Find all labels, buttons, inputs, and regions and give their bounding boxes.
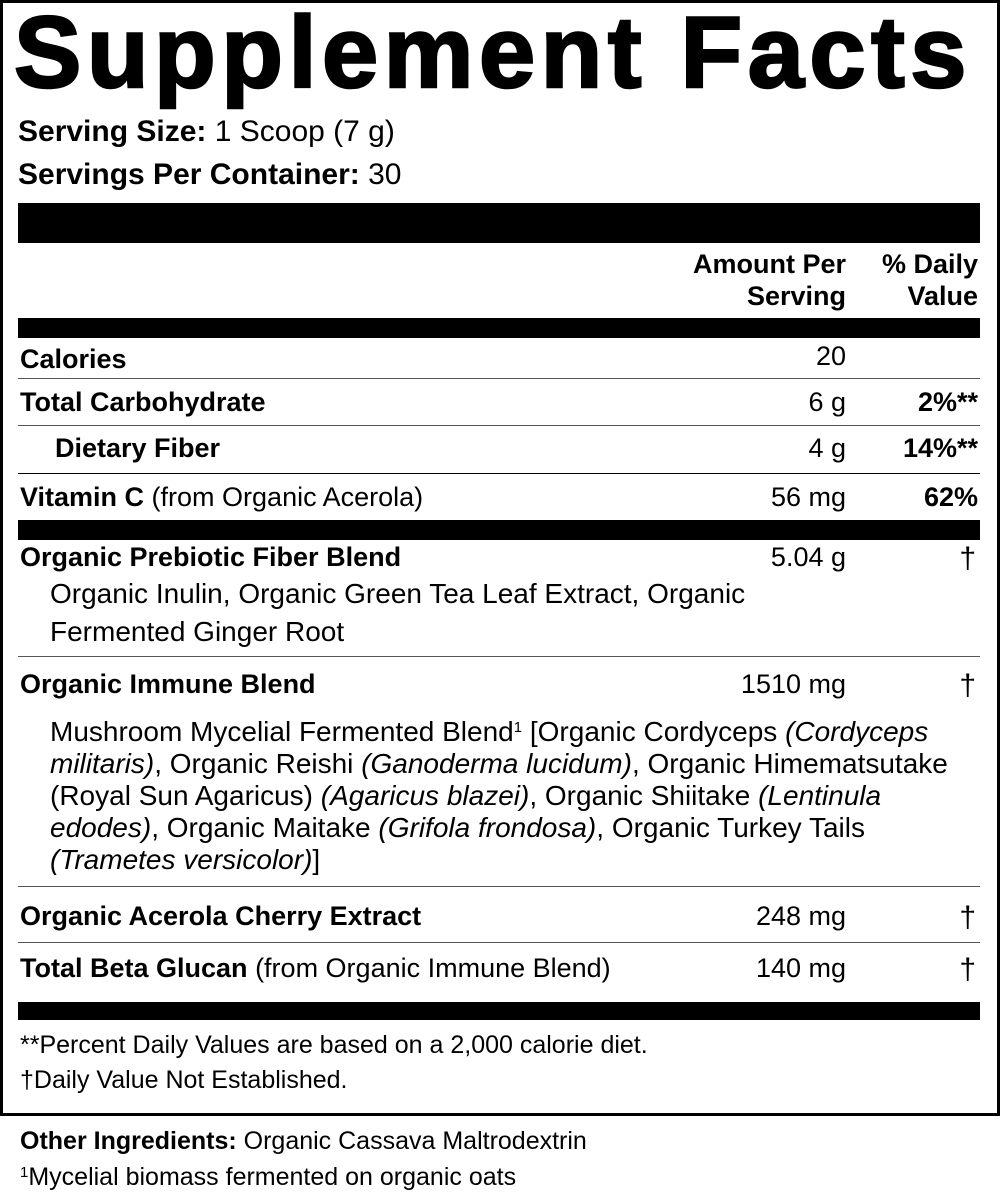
servings-label: Servings Per Container: bbox=[18, 158, 360, 191]
serving-size: Serving Size: 1 Scoop (7 g) bbox=[18, 115, 395, 149]
vitamin-c-label: Vitamin C (from Organic Acerola) bbox=[20, 482, 424, 512]
vitamin-c-dv: 62% bbox=[923, 482, 978, 512]
prebiotic-ingredients-line1: Organic Inulin, Organic Green Tea Leaf E… bbox=[50, 578, 746, 609]
amount-header-line2: Serving bbox=[746, 281, 846, 311]
calories-label: Calories bbox=[20, 344, 127, 374]
divider-bar bbox=[18, 1002, 980, 1020]
fiber-label: Dietary Fiber bbox=[55, 433, 221, 463]
vitamin-c-amount: 56 mg bbox=[770, 482, 846, 512]
divider-bar bbox=[18, 520, 980, 540]
dagger-icon: † bbox=[959, 669, 976, 702]
row-divider bbox=[18, 378, 980, 379]
amount-header-line1: Amount Per bbox=[692, 249, 846, 279]
prebiotic-amount: 5.04 g bbox=[770, 542, 846, 572]
carb-dv: 2%** bbox=[917, 387, 978, 417]
immune-ingredients: Mushroom Mycelial Fermented Blend1 [Orga… bbox=[50, 716, 948, 875]
row-divider bbox=[18, 942, 980, 943]
servings-per-container: Servings Per Container: 30 bbox=[18, 158, 401, 192]
row-divider bbox=[18, 473, 980, 474]
supplement-facts-panel bbox=[0, 0, 1000, 1116]
other-ingredients: Other Ingredients: Organic Cassava Maltr… bbox=[20, 1127, 587, 1155]
prebiotic-label: Organic Prebiotic Fiber Blend bbox=[20, 542, 402, 572]
panel-title: Supplement Facts bbox=[13, 0, 972, 109]
dagger-icon: † bbox=[959, 953, 976, 986]
beta-glucan-amount: 140 mg bbox=[755, 953, 846, 983]
row-divider bbox=[18, 886, 980, 887]
dagger-icon: † bbox=[959, 901, 976, 934]
serving-size-label: Serving Size: bbox=[18, 115, 207, 148]
row-divider bbox=[18, 656, 980, 657]
acerola-label: Organic Acerola Cherry Extract bbox=[20, 901, 422, 931]
prebiotic-ingredients-line2: Fermented Ginger Root bbox=[50, 616, 345, 647]
serving-size-value: 1 Scoop (7 g) bbox=[214, 115, 395, 148]
fiber-amount: 4 g bbox=[808, 433, 846, 463]
fiber-dv: 14%** bbox=[902, 433, 978, 463]
footnote-dagger: †Daily Value Not Established. bbox=[20, 1066, 348, 1094]
dv-header-line2: Value bbox=[907, 281, 978, 311]
divider-bar bbox=[18, 318, 980, 338]
carb-label: Total Carbohydrate bbox=[20, 387, 266, 417]
dv-header-line1: % Daily bbox=[881, 249, 978, 279]
row-divider bbox=[18, 425, 980, 426]
divider-bar bbox=[18, 203, 980, 243]
footnote-percent: **Percent Daily Values are based on a 2,… bbox=[20, 1031, 648, 1059]
dagger-icon: † bbox=[959, 542, 976, 575]
carb-amount: 6 g bbox=[808, 387, 846, 417]
mycelial-footnote: 1Mycelial biomass fermented on organic o… bbox=[20, 1163, 517, 1191]
acerola-amount: 248 mg bbox=[755, 901, 846, 931]
servings-value: 30 bbox=[368, 158, 402, 191]
immune-label: Organic Immune Blend bbox=[20, 669, 316, 699]
calories-amount: 20 bbox=[815, 341, 846, 371]
dv-header: % Daily Value bbox=[882, 248, 978, 312]
amount-header: Amount Per Serving bbox=[693, 248, 846, 312]
immune-amount: 1510 mg bbox=[740, 669, 846, 699]
beta-glucan-label: Total Beta Glucan (from Organic Immune B… bbox=[20, 953, 611, 983]
